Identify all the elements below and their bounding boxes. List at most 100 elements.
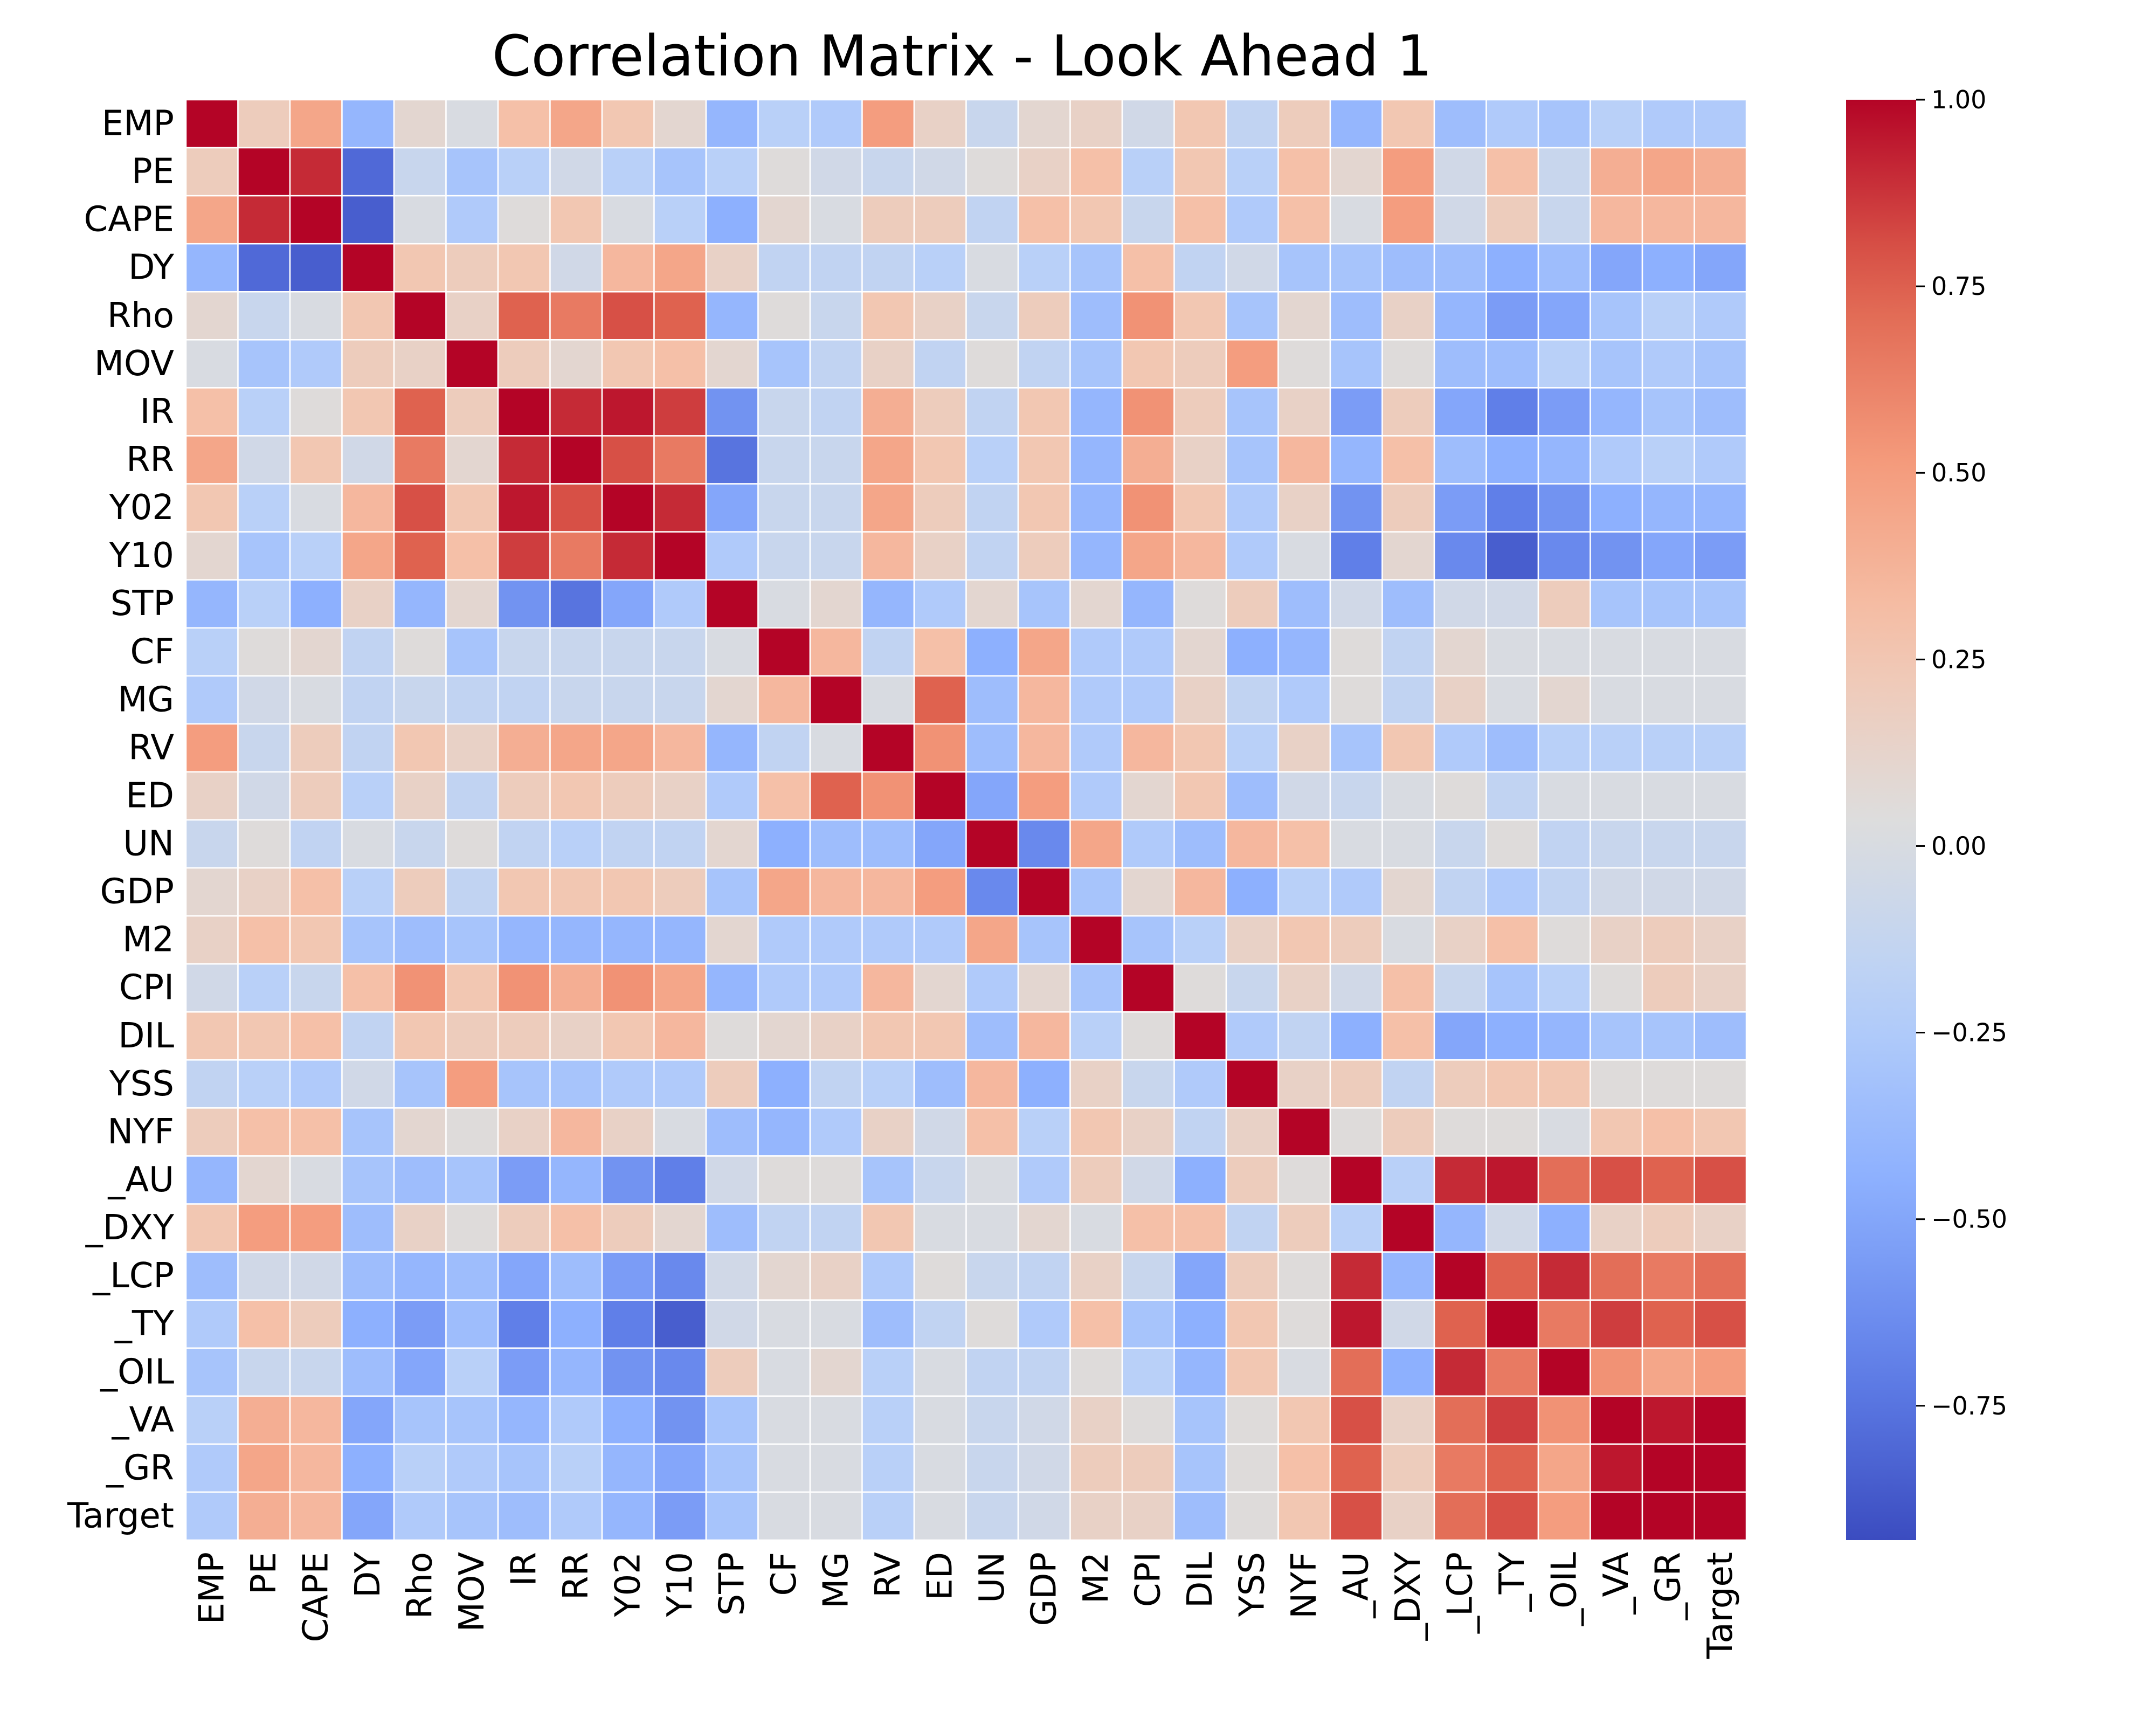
- heatmap-cell-un-gdp: [1017, 819, 1071, 869]
- heatmap-cell-nyf-lcp: [1433, 1107, 1487, 1157]
- heatmap-cell-yss-va: [1590, 1059, 1643, 1109]
- heatmap-cell-ed-dxy: [1381, 771, 1435, 821]
- heatmap-cell-pe-m2: [1069, 147, 1123, 197]
- heatmap-cell-nyf-rv: [861, 1107, 915, 1157]
- heatmap-cell-m2-pe: [237, 915, 291, 965]
- heatmap-cell-mov-un: [965, 339, 1019, 389]
- heatmap-cell-m2-emp: [185, 915, 239, 965]
- heatmap-cell-cpi-m2: [1069, 963, 1123, 1013]
- heatmap-cell-mg-rv: [861, 675, 915, 725]
- heatmap-cell-yss-cf: [757, 1059, 811, 1109]
- heatmap-cell-dil-y02: [601, 1011, 655, 1061]
- heatmap-cell-cf-lcp: [1433, 627, 1487, 677]
- heatmap-cell-cf-mov: [445, 627, 499, 677]
- heatmap-cell-dy-au: [1329, 243, 1383, 293]
- heatmap-cell-un-cape: [289, 819, 343, 869]
- heatmap-cell-oil-mg: [809, 1347, 863, 1397]
- heatmap-cell-rr-mg: [809, 435, 863, 485]
- heatmap-cell-oil-va: [1590, 1347, 1643, 1397]
- heatmap-cell-ed-target: [1694, 771, 1747, 821]
- heatmap-cell-rv-cape: [289, 723, 343, 773]
- heatmap-cell-yss-oil: [1537, 1059, 1591, 1109]
- heatmap-cell-nyf-cpi: [1121, 1107, 1175, 1157]
- heatmap-cell-cpi-ir: [497, 963, 551, 1013]
- heatmap-cell-cape-gr: [1641, 195, 1695, 245]
- heatmap-cell-emp-va: [1590, 99, 1643, 149]
- heatmap-cell-oil-au: [1329, 1347, 1383, 1397]
- heatmap-cell-dil-au: [1329, 1011, 1383, 1061]
- heatmap-cell-va-pe: [237, 1395, 291, 1445]
- heatmap-cell-cpi-va: [1590, 963, 1643, 1013]
- heatmap-cell-y02-yss: [1225, 483, 1279, 533]
- heatmap-cell-gr-dxy: [1381, 1443, 1435, 1493]
- heatmap-cell-rv-yss: [1225, 723, 1279, 773]
- heatmap-cell-un-dil: [1173, 819, 1227, 869]
- heatmap-cell-va-oil: [1537, 1395, 1591, 1445]
- heatmap-cell-ty-un: [965, 1299, 1019, 1349]
- heatmap-cell-nyf-rr: [549, 1107, 603, 1157]
- heatmap-cell-rho-cape: [289, 291, 343, 341]
- heatmap-cell-yss-cpi: [1121, 1059, 1175, 1109]
- heatmap-cell-nyf-gr: [1641, 1107, 1695, 1157]
- heatmap-cell-ir-gdp: [1017, 387, 1071, 437]
- heatmap-cell-rv-rv: [861, 723, 915, 773]
- heatmap-cell-gr-gr: [1641, 1443, 1695, 1493]
- heatmap-cell-mov-mov: [445, 339, 499, 389]
- colorbar-tick-label: 0.75: [1931, 272, 1986, 301]
- heatmap-cell-rho-emp: [185, 291, 239, 341]
- heatmap-cell-gdp-un: [965, 867, 1019, 917]
- heatmap-cell-lcp-y02: [601, 1251, 655, 1301]
- heatmap-cell-y02-target: [1694, 483, 1747, 533]
- heatmap-cell-stp-target: [1694, 579, 1747, 629]
- heatmap-cell-y02-lcp: [1433, 483, 1487, 533]
- heatmap-cell-y10-va: [1590, 531, 1643, 581]
- heatmap-cell-ir-dy: [341, 387, 395, 437]
- heatmap-cell-emp-mov: [445, 99, 499, 149]
- heatmap-cell-rv-oil: [1537, 723, 1591, 773]
- heatmap-cell-rho-dil: [1173, 291, 1227, 341]
- heatmap-cell-y02-cf: [757, 483, 811, 533]
- heatmap-cell-dy-emp: [185, 243, 239, 293]
- x-tick-label-ty: _TY: [1492, 1551, 1532, 1612]
- heatmap-cell-mov-lcp: [1433, 339, 1487, 389]
- x-tick-label-dxy: _DXY: [1388, 1551, 1428, 1641]
- y-tick-label-rr: RR: [126, 440, 174, 480]
- heatmap-cell-stp-y10: [653, 579, 707, 629]
- heatmap-cell-target-yss: [1225, 1491, 1279, 1541]
- heatmap-cell-target-dy: [341, 1491, 395, 1541]
- heatmap-cell-emp-rho: [393, 99, 447, 149]
- heatmap-cell-cape-yss: [1225, 195, 1279, 245]
- heatmap-cell-nyf-mov: [445, 1107, 499, 1157]
- heatmap-cell-oil-dil: [1173, 1347, 1227, 1397]
- heatmap-cell-gr-au: [1329, 1443, 1383, 1493]
- heatmap-cell-dxy-ir: [497, 1203, 551, 1253]
- heatmap-cell-y02-dxy: [1381, 483, 1435, 533]
- heatmap-cell-stp-cpi: [1121, 579, 1175, 629]
- heatmap-cell-dil-ty: [1485, 1011, 1539, 1061]
- heatmap-cell-target-nyf: [1277, 1491, 1331, 1541]
- heatmap-cell-rv-pe: [237, 723, 291, 773]
- heatmap-cell-rr-y10: [653, 435, 707, 485]
- heatmap-cell-dy-y02: [601, 243, 655, 293]
- heatmap-cell-cf-ir: [497, 627, 551, 677]
- heatmap-cell-gr-ed: [913, 1443, 967, 1493]
- heatmap-cell-y10-lcp: [1433, 531, 1487, 581]
- heatmap-cell-dy-mov: [445, 243, 499, 293]
- x-tick-label-nyf: NYF: [1284, 1552, 1324, 1619]
- heatmap-cell-mov-au: [1329, 339, 1383, 389]
- heatmap-cell-target-va: [1590, 1491, 1643, 1541]
- x-tick-label-dy: DY: [348, 1551, 388, 1598]
- heatmap-cell-m2-cf: [757, 915, 811, 965]
- heatmap-cell-pe-rr: [549, 147, 603, 197]
- heatmap-cell-mg-target: [1694, 675, 1747, 725]
- y-tick-label-cf: CF: [130, 632, 175, 672]
- heatmap-cell-dxy-ty: [1485, 1203, 1539, 1253]
- heatmap-cell-un-ir: [497, 819, 551, 869]
- heatmap-cell-au-gr: [1641, 1155, 1695, 1205]
- heatmap-cell-cpi-pe: [237, 963, 291, 1013]
- heatmap-cell-gr-stp: [705, 1443, 759, 1493]
- heatmap-cell-va-dxy: [1381, 1395, 1435, 1445]
- heatmap-cell-emp-nyf: [1277, 99, 1331, 149]
- heatmap-cell-dxy-y02: [601, 1203, 655, 1253]
- heatmap-cell-mov-oil: [1537, 339, 1591, 389]
